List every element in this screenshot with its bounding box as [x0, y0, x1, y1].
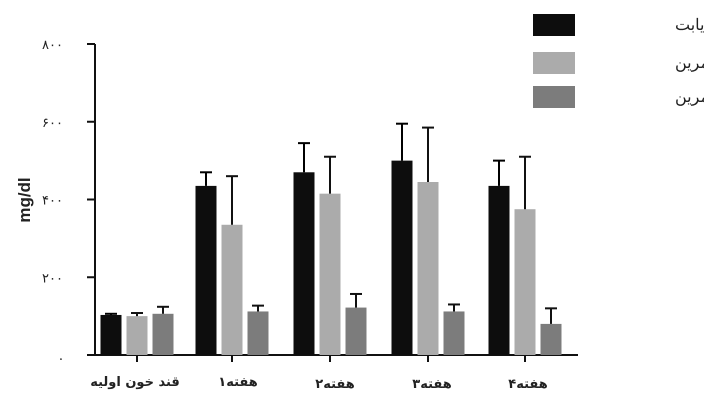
y-axis-label: mg/dl — [15, 177, 34, 222]
y-tick-label: . — [59, 349, 63, 364]
y-tick-label: ۶۰۰ — [42, 116, 63, 131]
legend-swatch — [533, 52, 575, 74]
legend: دیابت دیابت تمرین تمرین — [533, 14, 704, 108]
legend-swatch — [533, 86, 575, 108]
bar — [443, 311, 465, 355]
x-tick-labels: قند خون اولیه هفته۱ هفته۲ هفته۳ هفته۴ — [90, 355, 548, 392]
y-ticks: . ۲۰۰ ۴۰۰ ۶۰۰ ۸۰۰ — [42, 38, 95, 364]
bar — [514, 209, 536, 355]
bar — [391, 160, 413, 355]
bar — [488, 185, 510, 355]
legend-label: دیابت — [675, 15, 704, 34]
bar — [417, 182, 439, 355]
bars — [100, 122, 562, 355]
legend-swatch — [533, 14, 575, 36]
y-tick-label: ۴۰۰ — [42, 194, 63, 209]
bar — [100, 314, 122, 355]
x-tick-label: هفته۲ — [315, 377, 355, 392]
x-tick-label: هفته۱ — [218, 375, 258, 390]
y-tick-label: ۸۰۰ — [42, 38, 63, 53]
bar — [319, 193, 341, 355]
x-tick-label: هفته۴ — [508, 377, 548, 392]
x-tick-label: هفته۳ — [412, 377, 452, 392]
y-tick-label: ۲۰۰ — [42, 271, 63, 286]
bar — [540, 323, 562, 355]
x-tick-label: قند خون اولیه — [90, 375, 180, 390]
bar — [221, 224, 243, 355]
legend-label: تمرین — [675, 87, 704, 106]
legend-label: دیابت تمرین — [675, 53, 704, 72]
bar — [152, 313, 174, 355]
bar — [195, 185, 217, 355]
bar — [345, 307, 367, 355]
bar — [247, 311, 269, 355]
bar — [293, 172, 315, 355]
bar — [126, 316, 148, 355]
